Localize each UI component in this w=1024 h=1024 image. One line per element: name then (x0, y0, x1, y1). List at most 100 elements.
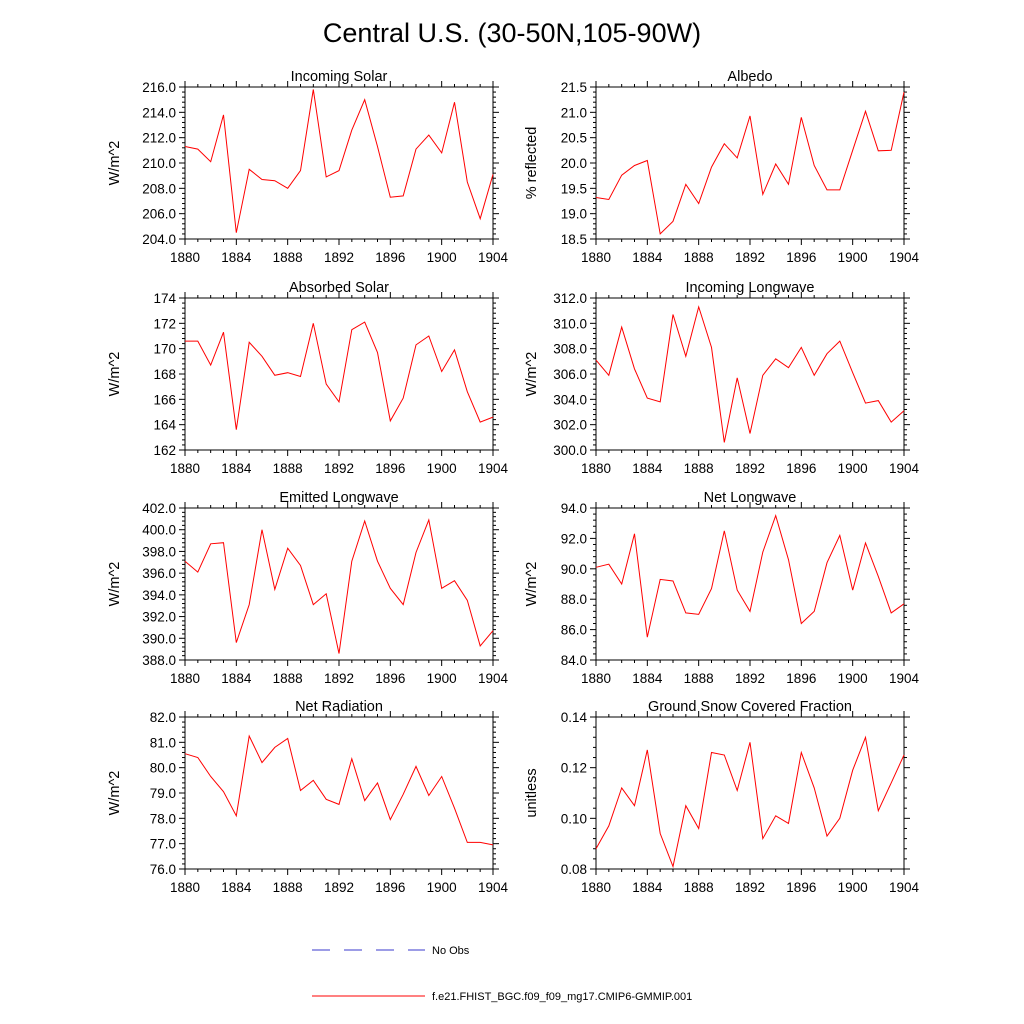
panel-incoming-solar: Incoming Solar 204.0 206.0 208.0 210.0 212.0 2… (107, 69, 509, 265)
x-tick-label: 1888 (273, 461, 303, 476)
x-tick-label: 1904 (478, 250, 509, 265)
y-tick-label: 174 (153, 291, 176, 306)
y-tick-label: 300.0 (553, 443, 587, 458)
x-tick-label: 1896 (786, 880, 816, 895)
x-tick-label: 1892 (324, 250, 354, 265)
plot-frame (595, 297, 905, 451)
x-tick-label: 1880 (581, 461, 611, 476)
y-tick-label: 402.0 (142, 501, 176, 516)
x-tick-label: 1884 (632, 250, 663, 265)
panel-absorbed-solar: Absorbed Solar 162 164 166 168 170 172 174 1880 1… (107, 280, 509, 476)
panel-ground-snow-covered-fraction: Ground Snow Covered Fraction0.080.100.12… (524, 699, 920, 895)
x-tick-label: 1904 (889, 250, 920, 265)
y-tick-label: 80.0 (150, 761, 176, 776)
y-axis-label: unitless (524, 768, 540, 817)
y-tick-label: 84.0 (561, 653, 587, 668)
y-tick-label: 20.0 (561, 156, 587, 171)
y-tick-label: 312.0 (553, 291, 587, 306)
x-tick-label: 1904 (478, 671, 509, 686)
y-tick-label: 400.0 (142, 523, 176, 538)
y-tick-label: 18.5 (561, 232, 587, 247)
panel-title: Incoming Solar (291, 69, 388, 85)
plot-frame (595, 507, 905, 661)
x-tick-label: 1884 (221, 671, 252, 686)
x-tick-label: 1880 (170, 461, 200, 476)
panel-emitted-longwave: Emitted Longwave 388.0 390.0 392.0 394.0 396.… (107, 490, 509, 686)
x-tick-label: 1884 (632, 880, 663, 895)
x-tick-label: 1900 (838, 880, 868, 895)
x-tick-label: 1880 (170, 671, 200, 686)
y-tick-label: 208.0 (142, 181, 176, 196)
x-tick-label: 1888 (273, 671, 303, 686)
x-tick-label: 1888 (684, 461, 714, 476)
main-title: Central U.S. (30-50N,105-90W) (323, 18, 701, 48)
x-tick-label: 1900 (838, 250, 868, 265)
y-tick-label: 306.0 (553, 367, 587, 382)
y-tick-label: 206.0 (142, 207, 176, 222)
y-axis-label: W/m^2 (524, 352, 540, 397)
panel-title: Net Radiation (295, 699, 383, 715)
x-tick-label: 1892 (735, 880, 765, 895)
panel-title: Albedo (727, 69, 772, 85)
x-tick-label: 1904 (478, 880, 509, 895)
legend-model-label: f.e21.FHIST_BGC.f09_f09_mg17.CMIP6-GMMIP… (432, 991, 692, 1003)
y-tick-label: 90.0 (561, 562, 587, 577)
y-tick-label: 0.14 (561, 710, 588, 725)
y-tick-label: 81.0 (150, 735, 176, 750)
series-line (184, 518, 494, 654)
plot-frame (184, 297, 494, 451)
y-axis-label: W/m^2 (524, 562, 540, 607)
x-tick-label: 1892 (324, 461, 354, 476)
x-tick-label: 1892 (735, 461, 765, 476)
y-tick-label: 398.0 (142, 544, 176, 559)
y-tick-label: 394.0 (142, 588, 176, 603)
x-tick-label: 1888 (684, 671, 714, 686)
y-tick-label: 20.5 (561, 131, 587, 146)
y-tick-label: 164 (153, 418, 176, 433)
series-line (595, 735, 905, 869)
y-tick-label: 21.5 (561, 80, 587, 95)
x-tick-label: 1900 (427, 671, 457, 686)
plot-frame (184, 716, 494, 870)
x-tick-label: 1892 (735, 671, 765, 686)
legend-obs-label: No Obs (432, 945, 470, 957)
series-line (595, 305, 905, 443)
y-axis-label: W/m^2 (107, 352, 123, 397)
x-tick-label: 1888 (684, 880, 714, 895)
x-tick-label: 1892 (324, 671, 354, 686)
y-tick-label: 302.0 (553, 418, 587, 433)
x-tick-label: 1900 (838, 461, 868, 476)
y-tick-label: 310.0 (553, 316, 587, 331)
panel-title: Emitted Longwave (279, 490, 398, 506)
y-tick-label: 82.0 (150, 710, 176, 725)
y-tick-label: 212.0 (142, 131, 176, 146)
panel-title: Incoming Longwave (686, 280, 815, 296)
y-tick-label: 168 (153, 367, 176, 382)
x-tick-label: 1892 (324, 880, 354, 895)
x-tick-label: 1880 (581, 880, 611, 895)
series-line (595, 513, 905, 638)
x-tick-label: 1900 (427, 880, 457, 895)
y-tick-label: 88.0 (561, 592, 587, 607)
x-tick-label: 1904 (889, 461, 920, 476)
y-tick-label: 162 (153, 443, 176, 458)
y-tick-label: 214.0 (142, 105, 176, 120)
x-tick-label: 1888 (273, 880, 303, 895)
plot-frame (595, 716, 905, 870)
x-tick-label: 1896 (375, 671, 405, 686)
y-tick-label: 308.0 (553, 342, 587, 357)
x-tick-label: 1884 (632, 671, 663, 686)
y-tick-label: 390.0 (142, 631, 176, 646)
y-tick-label: 77.0 (150, 837, 176, 852)
panel-title: Absorbed Solar (289, 280, 389, 296)
panel-albedo: Albedo 18.5 19.0 19.5 20.0 20.5 21.0 21.5 1880 18… (524, 69, 920, 265)
y-tick-label: 210.0 (142, 156, 176, 171)
y-tick-label: 86.0 (561, 623, 587, 638)
x-tick-label: 1900 (427, 461, 457, 476)
y-tick-label: 19.0 (561, 207, 587, 222)
x-tick-label: 1884 (221, 880, 252, 895)
x-tick-label: 1880 (170, 250, 200, 265)
panel-net-radiation: Net Radiation 76.0 77.0 78.0 79.0 80.0 81.0 82.… (107, 699, 509, 895)
y-tick-label: 392.0 (142, 610, 176, 625)
